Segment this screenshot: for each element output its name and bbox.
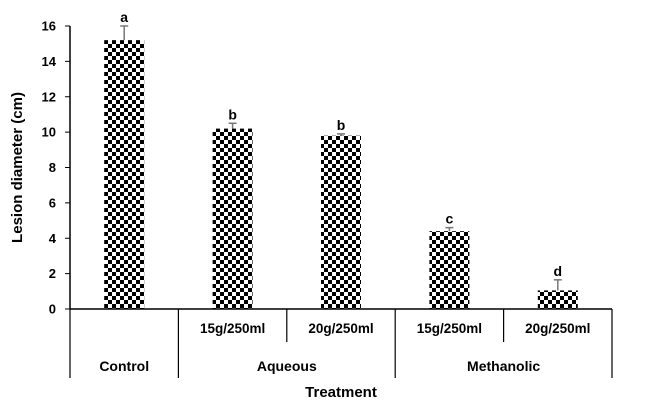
y-axis-title: Lesion diameter (cm): [9, 92, 26, 243]
bar: [321, 135, 361, 309]
y-tick-label: 4: [49, 231, 57, 246]
y-tick-label: 0: [49, 302, 56, 317]
y-tick-label: 12: [42, 89, 56, 104]
x-axis-title: Treatment: [305, 384, 377, 401]
x-axis: 15g/250ml 20g/250ml 15g/250ml 20g/250ml Cont…: [69, 308, 613, 378]
significance-label: b: [337, 117, 346, 133]
y-tick-label: 16: [42, 19, 56, 34]
significance-label: d: [554, 263, 563, 279]
significance-label: c: [446, 211, 454, 227]
x-tick-label: 20g/250ml: [525, 321, 590, 336]
bar: [212, 128, 253, 309]
y-tick-label: 14: [42, 54, 57, 69]
x-group-label: Control: [99, 358, 149, 374]
x-tick-label: 15g/250ml: [417, 321, 482, 336]
x-tick-label: 20g/250ml: [308, 321, 373, 336]
y-tick-label: 6: [49, 195, 56, 210]
bar: [104, 40, 145, 310]
y-tick-label: 10: [42, 125, 56, 140]
x-group-label: Methanolic: [467, 358, 540, 374]
bars-layer: a b b c d: [104, 9, 578, 310]
significance-label: b: [228, 106, 237, 122]
y-axis: 0 2 4 6 8 10 12 14 16: [42, 19, 71, 317]
x-group-label: Aqueous: [257, 358, 317, 374]
significance-label: a: [120, 9, 128, 25]
y-tick-label: 2: [49, 266, 56, 281]
bar: [429, 231, 470, 309]
y-tick-label: 8: [49, 160, 56, 175]
x-tick-label: 15g/250ml: [200, 321, 265, 336]
bar: [537, 290, 578, 309]
